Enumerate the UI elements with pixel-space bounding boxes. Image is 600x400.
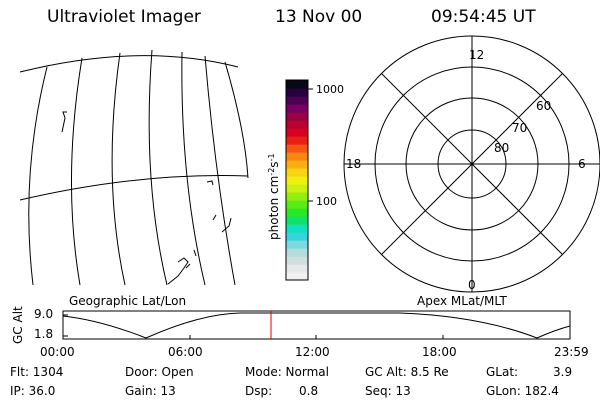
colorbar-frame xyxy=(285,79,309,281)
colorbar-segment xyxy=(286,136,308,145)
colorbar-segment xyxy=(286,232,308,241)
glat-value: 3.9 xyxy=(553,365,573,379)
door-status: Door: Open xyxy=(125,365,194,379)
colorbar-segment xyxy=(286,200,308,209)
longitude-line xyxy=(71,57,83,286)
sequence-number: Seq: 13 xyxy=(365,384,411,398)
mlt-label-18: 18 xyxy=(346,157,361,171)
colorbar-tick-label: 1000 xyxy=(316,83,344,96)
ip-value: IP: 36.0 xyxy=(10,384,56,398)
colorbar-segment xyxy=(286,216,308,225)
instrument-title: Ultraviolet Imager xyxy=(47,7,201,27)
ytick-label-bottom: 1.8 xyxy=(34,327,54,341)
xtick-label: 06:00 xyxy=(168,345,203,359)
colorbar-segment xyxy=(286,88,308,97)
xtick-label: 00:00 xyxy=(40,345,75,359)
colorbar-segment xyxy=(286,272,308,281)
xtick-label: 18:00 xyxy=(422,345,457,359)
colorbar-segment xyxy=(286,128,308,137)
coastline xyxy=(206,180,214,186)
colorbar-segment xyxy=(286,160,308,169)
dsp-label: Dsp: xyxy=(245,384,273,398)
coastline xyxy=(212,214,217,221)
colorbar-segment xyxy=(286,256,308,265)
colorbar-segment xyxy=(286,264,308,273)
longitude-line xyxy=(224,61,249,179)
map-outer-boundary xyxy=(19,55,239,73)
colorbar-segment xyxy=(286,104,308,113)
colorbar-segment xyxy=(286,184,308,193)
colorbar-segment xyxy=(286,176,308,185)
colorbar-segment xyxy=(286,96,308,105)
colorbar-segment xyxy=(286,120,308,129)
mlat-label-70: 70 xyxy=(512,121,527,135)
dsp-value: 0.8 xyxy=(299,384,319,398)
coastline xyxy=(167,257,189,285)
longitude-line xyxy=(204,55,236,286)
gc-altitude: GC Alt: 8.5 Re xyxy=(365,365,449,379)
polar-grid xyxy=(343,35,600,293)
coastline xyxy=(61,111,67,133)
glat-label: GLat: xyxy=(486,365,519,379)
mlt-label-12: 12 xyxy=(469,48,484,62)
coastline xyxy=(221,217,232,233)
coastline xyxy=(193,249,197,257)
colorbar-segment xyxy=(286,192,308,201)
glon-value: GLon: 182.4 xyxy=(486,384,559,398)
colorbar-segment xyxy=(286,80,308,89)
coastline xyxy=(185,263,191,269)
xtick-label: 12:00 xyxy=(295,345,330,359)
colorbar-segment xyxy=(286,144,308,153)
colorbar-segment xyxy=(286,152,308,161)
colorbar-segment xyxy=(286,224,308,233)
longitude-line xyxy=(28,66,48,286)
latitude-line xyxy=(19,175,249,201)
gain-value: Gain: 13 xyxy=(125,384,176,398)
colorbar-unit-label: photon cm-2s-1 xyxy=(267,153,282,240)
longitude-line xyxy=(181,51,206,286)
ytick-label-top: 9.0 xyxy=(34,307,54,321)
altitude-axis-label: GC Alt xyxy=(11,306,25,344)
colorbar-segment xyxy=(286,240,308,249)
mlt-line-diagonal xyxy=(381,73,563,255)
mlt-label-0: 0 xyxy=(468,278,476,292)
observation-date: 13 Nov 00 xyxy=(275,7,363,27)
apex-caption: Apex MLat/MLT xyxy=(417,294,507,308)
observation-time: 09:54:45 UT xyxy=(431,7,536,27)
xtick-label: 23:59 xyxy=(554,345,589,359)
flight-number: Flt: 1304 xyxy=(10,365,64,379)
longitude-line xyxy=(148,49,168,286)
mode-value: Mode: Normal xyxy=(245,365,329,379)
mlat-label-80: 80 xyxy=(494,141,509,155)
xticks xyxy=(189,335,444,339)
geographic-map xyxy=(19,49,249,286)
colorbar-segment xyxy=(286,248,308,257)
colorbar-segment xyxy=(286,168,308,177)
longitude-line xyxy=(111,52,126,286)
colorbar-segment xyxy=(286,208,308,217)
mlat-label-60: 60 xyxy=(536,99,551,113)
colorbar-segment xyxy=(286,112,308,121)
mlt-label-6: 6 xyxy=(578,157,586,171)
colorbar xyxy=(286,80,308,281)
altitude-curve xyxy=(62,312,571,339)
colorbar-tick-label: 100 xyxy=(316,195,337,208)
geographic-caption: Geographic Lat/Lon xyxy=(69,294,187,308)
